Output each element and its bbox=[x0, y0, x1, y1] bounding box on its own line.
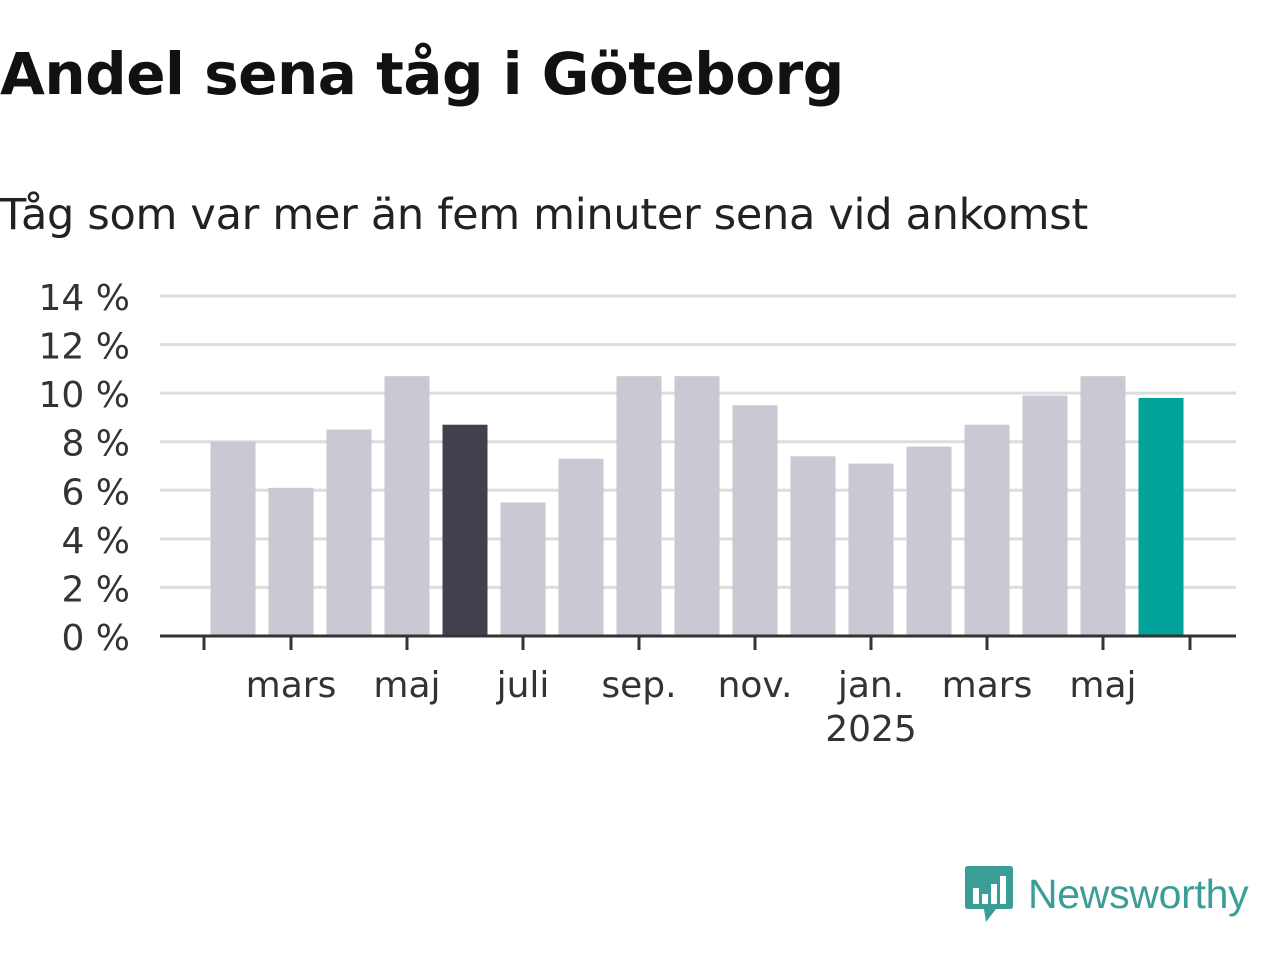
bar bbox=[384, 376, 430, 636]
x-tick-label: jan. bbox=[837, 665, 904, 706]
x-tick-year-label: 2025 bbox=[825, 709, 917, 750]
bar bbox=[790, 456, 836, 636]
bar bbox=[442, 424, 488, 636]
y-tick-label: 6 % bbox=[61, 472, 130, 513]
y-tick-label: 4 % bbox=[61, 521, 130, 562]
y-tick-label: 0 % bbox=[61, 618, 130, 659]
y-tick-label: 10 % bbox=[39, 375, 130, 416]
y-tick-label: 2 % bbox=[61, 569, 130, 610]
newsworthy-logo-icon bbox=[965, 866, 1013, 922]
logo-text: Newsworthy bbox=[1028, 870, 1249, 917]
bar bbox=[964, 424, 1010, 636]
x-tick-label: maj bbox=[373, 665, 440, 706]
bar bbox=[1022, 395, 1068, 636]
bar bbox=[210, 441, 256, 636]
x-tick-label: maj bbox=[1069, 665, 1136, 706]
bar bbox=[500, 502, 546, 636]
x-tick-label: juli bbox=[496, 665, 550, 706]
x-tick-label: nov. bbox=[718, 665, 793, 706]
bar bbox=[616, 376, 662, 636]
y-tick-label: 14 % bbox=[39, 278, 130, 319]
x-tick-label: mars bbox=[246, 665, 337, 706]
bar bbox=[1138, 398, 1184, 636]
bar bbox=[558, 458, 604, 636]
bar bbox=[268, 487, 314, 636]
y-tick-labels: 0 % 2 % 4 % 6 % 8 % 10 % 12 % 14 % bbox=[39, 278, 130, 659]
y-tick-label: 8 % bbox=[61, 424, 130, 465]
chart-subtitle: Tåg som var mer än fem minuter sena vid … bbox=[0, 190, 1088, 240]
chart-title: Andel sena tåg i Göteborg bbox=[0, 40, 844, 108]
bars bbox=[210, 376, 1184, 636]
bar bbox=[326, 429, 372, 636]
bar bbox=[1080, 376, 1126, 636]
x-tick-label: mars bbox=[942, 665, 1033, 706]
bar bbox=[674, 376, 720, 636]
x-tick-label: sep. bbox=[601, 665, 676, 706]
bar bbox=[848, 463, 894, 636]
x-axis bbox=[160, 634, 1236, 650]
bar bbox=[732, 405, 778, 636]
newsworthy-logo: Newsworthy bbox=[964, 864, 1249, 924]
y-tick-label: 12 % bbox=[39, 327, 130, 368]
bar bbox=[906, 446, 952, 636]
